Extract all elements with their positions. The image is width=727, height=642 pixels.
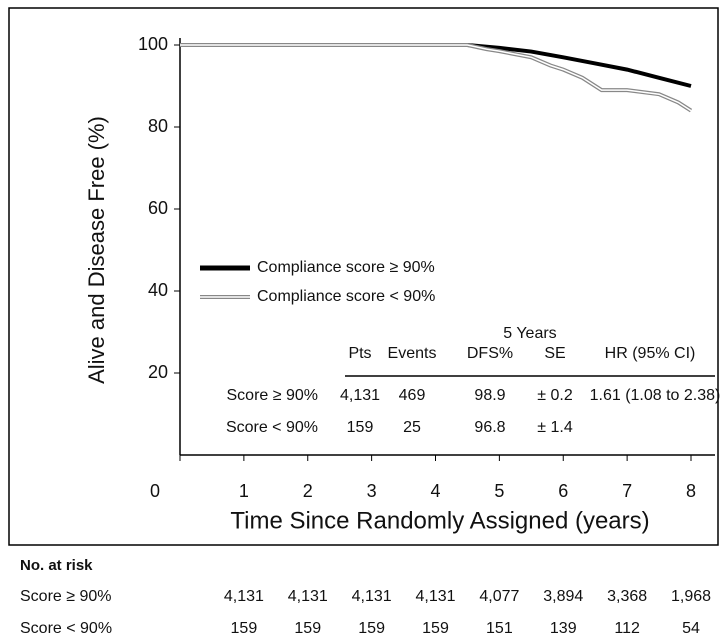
table-header: Pts xyxy=(348,345,371,362)
table-cell: ± 0.2 xyxy=(537,387,573,404)
legend-label: Compliance score ≥ 90% xyxy=(257,259,435,276)
at-risk-value: 1,968 xyxy=(671,588,711,605)
table-header: SE xyxy=(544,345,565,362)
y-tick-label: 80 xyxy=(148,116,168,136)
y-tick-label: 100 xyxy=(138,34,168,54)
line-outline xyxy=(180,43,693,113)
x-axis-label: Time Since Randomly Assigned (years) xyxy=(230,507,649,534)
at-risk-value: 159 xyxy=(358,620,385,637)
at-risk-title: No. at risk xyxy=(20,557,93,574)
x-tick-label: 3 xyxy=(367,481,377,501)
at-risk-value: 151 xyxy=(486,620,513,637)
x-tick-label: 1 xyxy=(239,481,249,501)
y-tick-label: 40 xyxy=(148,280,168,300)
table-header: DFS% xyxy=(467,345,513,362)
y-tick-label: 20 xyxy=(148,362,168,382)
at-risk-value: 3,894 xyxy=(543,588,583,605)
at-risk-value: 3,368 xyxy=(607,588,647,605)
x-tick-label: 2 xyxy=(303,481,313,501)
table-cell: 25 xyxy=(403,419,421,436)
at-risk-label: Score ≥ 90% xyxy=(20,588,112,605)
table-cell: 96.8 xyxy=(474,419,505,436)
y-tick-label: 60 xyxy=(148,198,168,218)
table-cell: 159 xyxy=(347,419,374,436)
at-risk-value: 54 xyxy=(682,620,700,637)
x-tick-label: 4 xyxy=(430,481,440,501)
at-risk-value: 139 xyxy=(550,620,577,637)
table-header: Events xyxy=(388,345,437,362)
at-risk-value: 4,131 xyxy=(288,588,328,605)
x-tick-label: 0 xyxy=(150,481,160,501)
at-risk-value: 159 xyxy=(231,620,258,637)
x-tick-label: 8 xyxy=(686,481,696,501)
table-cell: 98.9 xyxy=(474,387,505,404)
at-risk-value: 4,077 xyxy=(479,588,519,605)
at-risk-value: 159 xyxy=(422,620,449,637)
table-cell: 4,131 xyxy=(340,387,380,404)
table-cell: Score ≥ 90% xyxy=(227,387,319,404)
at-risk-value: 159 xyxy=(294,620,321,637)
at-risk-value: 4,131 xyxy=(224,588,264,605)
at-risk-value: 4,131 xyxy=(352,588,392,605)
legend-label: Compliance score < 90% xyxy=(257,288,435,305)
y-axis-label: Alive and Disease Free (%) xyxy=(84,116,109,384)
x-tick-label: 7 xyxy=(622,481,632,501)
table-cell: 469 xyxy=(399,387,426,404)
frame xyxy=(8,7,719,546)
x-tick-label: 6 xyxy=(558,481,568,501)
table-title: 5 Years xyxy=(503,325,556,342)
line xyxy=(180,43,692,88)
at-risk-value: 4,131 xyxy=(415,588,455,605)
table-cell: 1.61 (1.08 to 2.38) xyxy=(590,387,721,404)
at-risk-label: Score < 90% xyxy=(20,620,112,637)
table-cell: ± 1.4 xyxy=(537,419,573,436)
at-risk-value: 112 xyxy=(614,620,640,637)
table-cell: Score < 90% xyxy=(226,419,318,436)
x-tick-label: 5 xyxy=(494,481,504,501)
table-header: HR (95% CI) xyxy=(605,345,696,362)
line xyxy=(180,44,692,112)
